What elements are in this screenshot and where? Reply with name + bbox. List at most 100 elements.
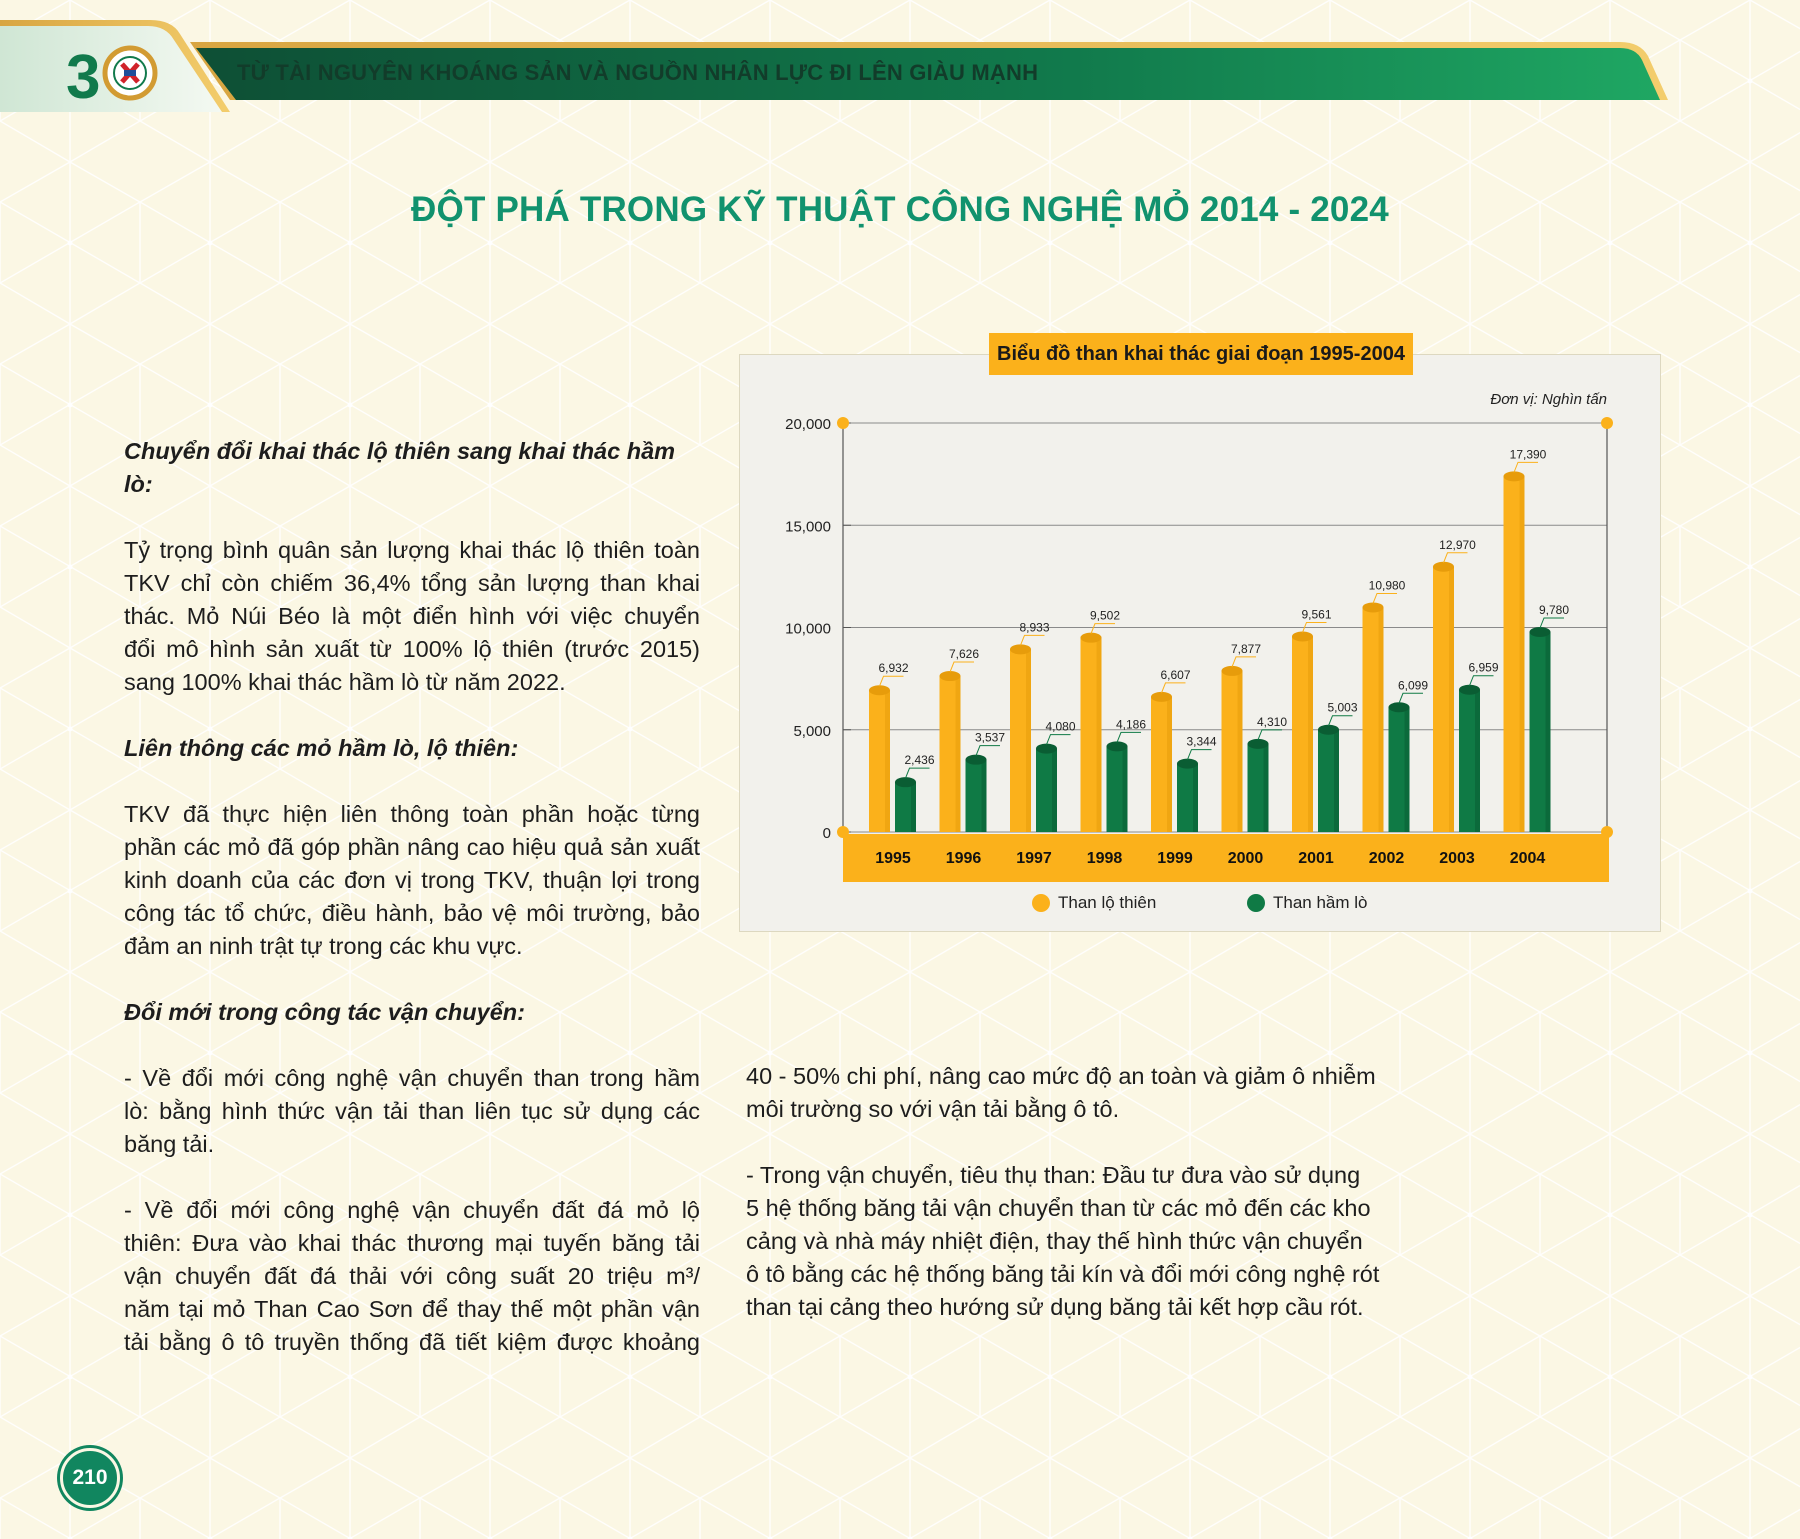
legend-swatch-underground	[1247, 894, 1265, 912]
bar-shade	[1096, 637, 1102, 832]
paragraph-line: - Trong vận chuyển, tiêu thụ than: Đầu t…	[746, 1162, 1361, 1188]
paragraph-line: Tỷ trọng bình quân sản lượng khai thác l…	[124, 537, 700, 563]
bar-underground	[1036, 748, 1057, 832]
legend-label-underground: Than hầm lò	[1273, 893, 1368, 912]
bar-cap	[1247, 738, 1269, 749]
bar-underground	[1318, 729, 1339, 832]
data-label-leader	[1398, 692, 1423, 704]
bar-underground	[1388, 707, 1410, 832]
bar-open-pit	[1010, 649, 1031, 832]
bar-open-pit	[939, 676, 961, 832]
svg-text:3: 3	[66, 43, 100, 106]
bar-cap	[1177, 758, 1198, 769]
data-label: 6,607	[1160, 668, 1190, 682]
paragraph-line: - Về đổi mới công nghệ vận chuyển than t…	[124, 1065, 700, 1091]
paragraph-line: TKV đã thực hiện liên thông toàn phần ho…	[124, 801, 700, 827]
y-tick-label: 5,000	[793, 723, 831, 740]
bar-underground	[1247, 743, 1269, 832]
bar-underground	[895, 782, 916, 832]
bar-cap	[965, 754, 987, 765]
data-label: 6,959	[1468, 661, 1498, 675]
paragraph-line: tải bằng ô tô truyền thống đã tiết kiệm …	[124, 1329, 700, 1355]
bar-shade	[1052, 748, 1057, 832]
bar-cap	[869, 685, 890, 696]
paragraph-line: đổi mô hình sản xuất từ 100% lộ thiên (t…	[124, 636, 700, 662]
data-label-leader	[1372, 592, 1397, 604]
data-label: 6,099	[1398, 678, 1428, 692]
bar-shade	[1167, 696, 1172, 832]
bar-cap	[1459, 684, 1480, 695]
bar-underground	[965, 759, 987, 832]
bar-cap	[1292, 631, 1313, 642]
data-label-leader	[1046, 734, 1071, 745]
y-tick-label: 0	[823, 825, 831, 842]
chart-title: Biểu đồ than khai thác giai đoạn 1995-20…	[989, 333, 1413, 375]
x-tick-label: 1996	[946, 850, 982, 867]
y-tick-label: 10,000	[785, 621, 831, 638]
legend-swatch-open-pit	[1032, 894, 1050, 912]
paragraph-line: môi trường so với vận tải bằng ô tô.	[746, 1096, 1120, 1122]
paragraph-line: thiên: Đưa vào khai thác thương mại tuyế…	[124, 1230, 700, 1256]
data-label: 4,310	[1257, 715, 1287, 729]
page-number-badge: 210	[60, 1448, 120, 1508]
data-label-leader	[1116, 731, 1141, 743]
bar-shade	[1519, 476, 1525, 832]
data-label-leader	[1302, 621, 1327, 633]
x-axis-band	[843, 834, 1609, 882]
data-label: 10,980	[1369, 578, 1406, 592]
data-label-leader	[905, 767, 930, 779]
paragraph-line: vận chuyển đất đá thải với công suất 20 …	[124, 1263, 700, 1289]
right-text-column: 40 - 50% chi phí, nâng cao mức độ an toà…	[746, 1060, 1401, 1324]
paragraph-line: ô tô bằng các hệ thống băng tải kín và đ…	[746, 1261, 1380, 1287]
30-anniversary-logo: 3	[66, 43, 158, 106]
data-label: 5,003	[1327, 701, 1357, 715]
bar-cap	[1151, 691, 1172, 702]
bar-shade	[1378, 607, 1384, 832]
paragraph-line: năm tại mỏ Than Cao Sơn để thay thế một …	[124, 1296, 700, 1322]
bar-shade	[1308, 636, 1313, 832]
bar-open-pit	[1292, 636, 1313, 832]
paragraph-line: TKV chỉ còn chiếm 36,4% tổng sản lượng t…	[124, 570, 700, 596]
paragraph-line: thác. Mỏ Núi Béo là một điển hình với vi…	[124, 603, 700, 629]
data-label: 2,436	[904, 753, 934, 767]
x-tick-label: 1997	[1016, 850, 1052, 867]
paragraph-line: 40 - 50% chi phí, nâng cao mức độ an toà…	[746, 1063, 1376, 1089]
data-label-leader	[949, 661, 974, 673]
data-label-leader	[1187, 749, 1212, 760]
bar-cap	[1433, 561, 1454, 572]
bar-shade	[1404, 707, 1410, 832]
data-label-leader	[1328, 715, 1353, 726]
bar-open-pit	[1221, 670, 1243, 832]
legend-label-open-pit: Than lộ thiên	[1058, 893, 1157, 912]
paragraph-line: sang 100% khai thác hầm lò từ năm 2022.	[124, 669, 566, 695]
left-text-column: Chuyển đổi khai thác lộ thiên sang khai …	[124, 435, 700, 1359]
bar-cap	[1036, 743, 1057, 754]
bar-underground	[1106, 746, 1128, 832]
data-label: 6,932	[878, 661, 908, 675]
data-label: 4,080	[1045, 720, 1075, 734]
x-tick-label: 2001	[1298, 850, 1334, 867]
data-label: 17,390	[1510, 447, 1547, 461]
bar-shade	[885, 690, 890, 832]
data-label: 8,933	[1019, 620, 1049, 634]
bar-cap	[1080, 632, 1102, 643]
data-label-leader	[1257, 729, 1282, 741]
data-label-leader	[1443, 552, 1468, 563]
paragraph-line: đảm an ninh trật tự trong các khu vực.	[124, 933, 523, 959]
bar-shade	[1545, 631, 1551, 832]
bar-underground	[1529, 631, 1551, 832]
axis-corner-dot	[837, 417, 849, 429]
page-title: ĐỘT PHÁ TRONG KỸ THUẬT CÔNG NGHỆ MỎ 2014…	[411, 190, 1389, 229]
paragraph-line: kinh doanh của các đơn vị trong TKV, thu…	[124, 867, 700, 893]
section-heading-connection: Liên thông các mỏ hầm lò, lộ thiên:	[124, 735, 519, 761]
bar-cap	[895, 777, 916, 788]
bar-shade	[911, 782, 916, 832]
x-tick-label: 2002	[1369, 850, 1405, 867]
bar-open-pit	[1503, 476, 1525, 832]
bar-underground	[1459, 689, 1480, 832]
x-tick-label: 2004	[1510, 850, 1546, 867]
x-tick-label: 1998	[1087, 850, 1123, 867]
bar-open-pit	[869, 690, 890, 832]
x-tick-label: 2000	[1228, 850, 1264, 867]
x-tick-label: 1999	[1157, 850, 1193, 867]
